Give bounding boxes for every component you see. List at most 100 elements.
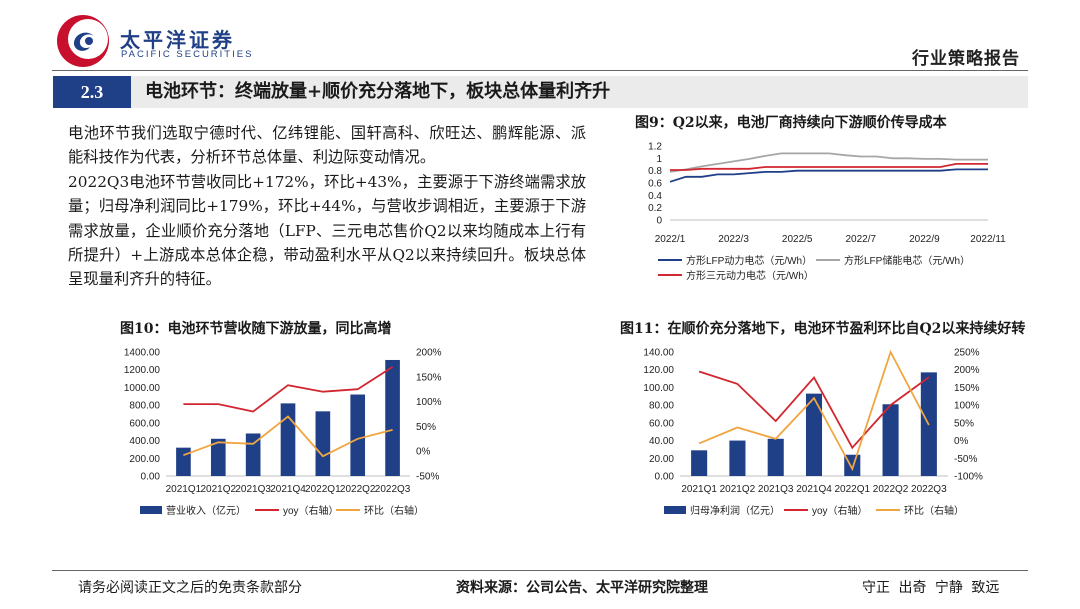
fig10-y-tick-label: 200.00 [129,454,160,465]
fig11-x-tick-label: 2021Q3 [758,484,794,495]
fig10-y-tick-label: 800.00 [129,401,160,412]
fig10-y-tick-label: 0.00 [141,472,161,483]
fig11-x-tick-label: 2022Q2 [873,484,909,495]
fig10-bar [176,447,191,476]
fig9-y-tick-label: 0.2 [648,203,662,214]
fig10-y2-tick-label: 200% [416,348,442,359]
fig11-y-tick-label: 40.00 [649,436,674,447]
fig9-x-tick-label: 2022/3 [718,234,749,245]
fig9-series-line-1 [669,168,988,183]
fig9-y-tick-label: 1 [656,154,662,165]
fig11-x-tick-label: 2022Q1 [834,484,870,495]
fig10-y-tick-label: 1000.00 [124,383,161,394]
fig10-x-tick-label: 2021Q4 [270,484,306,495]
fig10-combo-chart: 0.00 200.00 400.00 600.00 800.00 1000.00 1200.… [124,348,442,518]
fig10-line-qoq [183,415,393,458]
fig11-x-tick-label: 2022Q3 [911,484,947,495]
fig11-x-tick-label: 2021Q1 [681,484,717,495]
fig10-bar [280,403,296,476]
fig11-bar [691,450,708,476]
fig11-y2-tick-label: -50% [954,454,977,465]
brand-name-en: PACIFIC SECURITIES [121,49,254,60]
fig11-bar [767,438,784,476]
fig11-y2-tick-label: 200% [954,365,980,376]
fig10-bar [385,359,400,476]
fig11-bar [805,393,823,476]
fig9-y-tick-label: 0 [656,216,662,227]
fig11-y-tick-label: 0.00 [655,472,675,483]
fig10-x-tick-label: 2022Q1 [305,484,341,495]
body-paragraph-1: 电池环节我们选取宁德时代、亿纬锂能、国轩高科、欣旺达、鹏辉能源、派能科技作为代表… [68,124,586,167]
fig11-y2-tick-label: 100% [954,401,980,412]
footer-divider [52,570,1028,571]
brand-name-cn: 太平洋证券 [120,28,235,52]
fig10-legend-label-qoq: 环比（右轴） [364,504,424,517]
fig10-legend-swatch-bar [140,506,162,514]
report-type-label: 行业策略报告 [912,49,1020,69]
fig11-y-tick-label: 80.00 [649,401,674,412]
fig9-series-line-3 [670,162,988,171]
fig11-y-tick-label: 120.00 [643,365,674,376]
fig11-line-yoy [698,370,930,450]
company-motto: 守正 出奇 宁静 致远 [862,580,1000,596]
fig10-x-tick-label: 2022Q3 [375,484,411,495]
fig10-y2-tick-label: 50% [416,422,436,433]
body-paragraph-2: 2022Q3电池环节营收同比+172%，环比+43%，主要源于下游终端需求放量；… [68,173,586,289]
fig9-x-tick-label: 2022/9 [909,234,940,245]
fig10-y-tick-label: 1200.00 [124,365,161,376]
fig10-line-yoy [183,366,394,413]
section-number: 2.3 [53,76,131,108]
fig11-x-tick-label: 2021Q4 [796,484,832,495]
data-source: 资料来源：公司公告、太平洋研究院整理 [456,580,708,596]
fig11-legend-label-bar: 归母净利润（亿元） [690,504,780,517]
fig11-y-tick-label: 60.00 [649,418,674,429]
fig9-legend-label-2: 方形LFP储能电芯（元/Wh） [844,254,970,267]
fig10-y-tick-label: 600.00 [129,418,160,429]
section-title: 电池环节：终端放量+顺价充分落地下，板块总体量利齐升 [131,76,1028,108]
fig9-y-tick-label: 0.6 [648,179,662,190]
fig10-legend-label-yoy: yoy（右轴） [283,504,339,517]
fig10-y2-tick-label: 0% [416,447,431,458]
header-divider [52,70,1028,71]
disclaimer-note: 请务必阅读正文之后的免责条款部分 [78,580,302,596]
fig10-bar [350,394,366,476]
fig9-x-tick-label: 2022/5 [782,234,813,245]
fig10-legend-label-bar: 营业收入（亿元） [166,504,246,517]
fig11-y2-tick-label: 50% [954,418,974,429]
fig9-line-chart: 0 0.20.40.6 0.811.2 2022/1 2022/3 2022/5 2022/… [648,142,1006,283]
fig9-series-line-2 [669,152,988,173]
fig10-y2-tick-label: 100% [416,397,442,408]
fig9-legend-label-1: 方形LFP动力电芯（元/Wh） [686,254,812,267]
fig11-y-tick-label: 140.00 [643,348,674,359]
fig11-y-tick-label: 100.00 [643,383,674,394]
fig11-line-qoq [698,349,930,472]
fig11-bar [882,404,899,476]
fig10-bar [315,411,331,476]
fig11-bar [729,440,746,476]
fig10-y-tick-label: 1400.00 [124,348,161,359]
fig10-x-tick-label: 2022Q2 [340,484,376,495]
fig9-x-tick-label: 2022/11 [970,234,1006,245]
fig10-x-tick-label: 2021Q2 [200,484,236,495]
fig10-title: 图10：电池环节营收随下游放量，同比高增 [120,321,392,337]
fig9-legend-label-3: 方形三元动力电芯（元/Wh） [686,269,814,282]
fig10-y2-tick-label: -50% [416,472,439,483]
pacific-securities-logo [57,15,109,67]
fig11-y2-tick-label: -100% [954,472,983,483]
fig11-x-tick-label: 2021Q2 [720,484,756,495]
fig11-legend-label-yoy: yoy（右轴） [812,504,868,517]
fig10-y-tick-label: 400.00 [129,436,160,447]
fig10-x-tick-label: 2021Q1 [166,484,202,495]
fig11-title: 图11：在顺价充分落地下，电池环节盈利环比自Q2以来持续好转 [620,321,1026,337]
fig9-y-tick-label: 0.8 [648,166,662,177]
fig9-x-tick-label: 2022/1 [655,234,686,245]
fig9-x-tick-label: 2022/7 [846,234,877,245]
fig11-legend-swatch-bar [664,506,686,514]
fig11-y2-tick-label: 250% [954,348,980,359]
fig11-legend-label-qoq: 环比（右轴） [904,504,964,517]
fig9-y-tick-label: 0.4 [648,191,662,202]
fig10-y2-tick-label: 150% [416,372,442,383]
fig11-y2-tick-label: 0% [954,436,969,447]
fig11-y2-tick-label: 150% [954,383,980,394]
fig9-y-tick-label: 1.2 [648,142,662,153]
